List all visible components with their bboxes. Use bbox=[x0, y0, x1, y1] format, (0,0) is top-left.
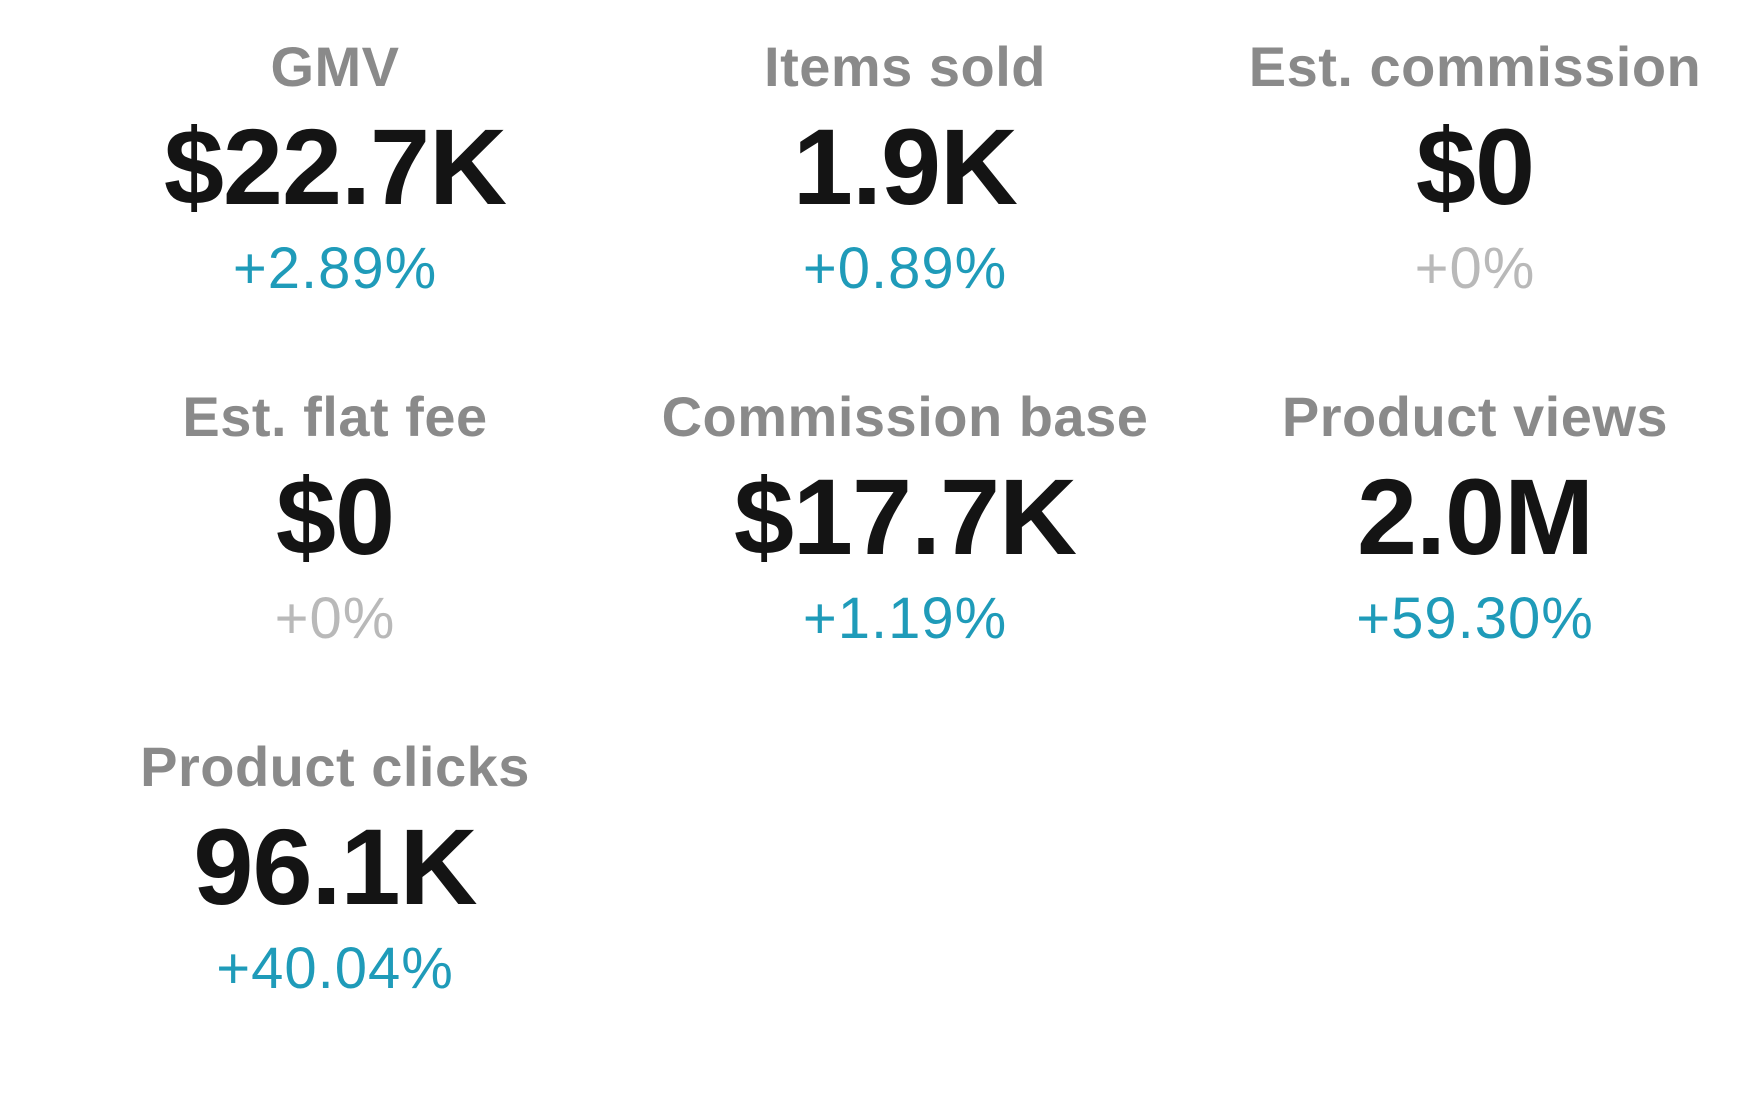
metric-value: $17.7K bbox=[733, 456, 1077, 577]
metric-delta: +59.30% bbox=[1356, 586, 1594, 651]
metric-label: Product clicks bbox=[140, 735, 530, 798]
metric-card-est-commission[interactable]: Est. commission $0 +0% bbox=[1190, 2, 1756, 352]
metric-card-product-views[interactable]: Product views 2.0M +59.30% bbox=[1190, 352, 1756, 702]
metric-label: Items sold bbox=[764, 35, 1046, 98]
metric-card-commission-base[interactable]: Commission base $17.7K +1.19% bbox=[620, 352, 1190, 702]
metric-card-gmv[interactable]: GMV $22.7K +2.89% bbox=[50, 2, 620, 352]
metric-label: Product views bbox=[1281, 385, 1669, 448]
metric-value: 96.1K bbox=[193, 806, 477, 927]
metric-value: $0 bbox=[275, 456, 395, 577]
metric-label: Est. commission bbox=[1248, 35, 1702, 98]
metric-value: $22.7K bbox=[163, 106, 507, 227]
metric-card-product-clicks[interactable]: Product clicks 96.1K +40.04% bbox=[50, 702, 620, 1052]
metric-value: 2.0M bbox=[1356, 456, 1594, 577]
metric-card-est-flat-fee[interactable]: Est. flat fee $0 +0% bbox=[50, 352, 620, 702]
metric-delta: +1.19% bbox=[802, 586, 1008, 651]
metric-value: $0 bbox=[1415, 106, 1535, 227]
metric-delta: +0.89% bbox=[802, 236, 1008, 301]
metric-card-items-sold[interactable]: Items sold 1.9K +0.89% bbox=[620, 2, 1190, 352]
metric-delta: +0% bbox=[1414, 236, 1536, 301]
metric-label: GMV bbox=[270, 35, 400, 98]
metric-label: Commission base bbox=[661, 385, 1149, 448]
metric-value: 1.9K bbox=[792, 106, 1018, 227]
metric-delta: +0% bbox=[274, 586, 396, 651]
metric-label: Est. flat fee bbox=[182, 385, 488, 448]
metric-delta: +2.89% bbox=[232, 236, 438, 301]
metric-delta: +40.04% bbox=[216, 936, 454, 1001]
